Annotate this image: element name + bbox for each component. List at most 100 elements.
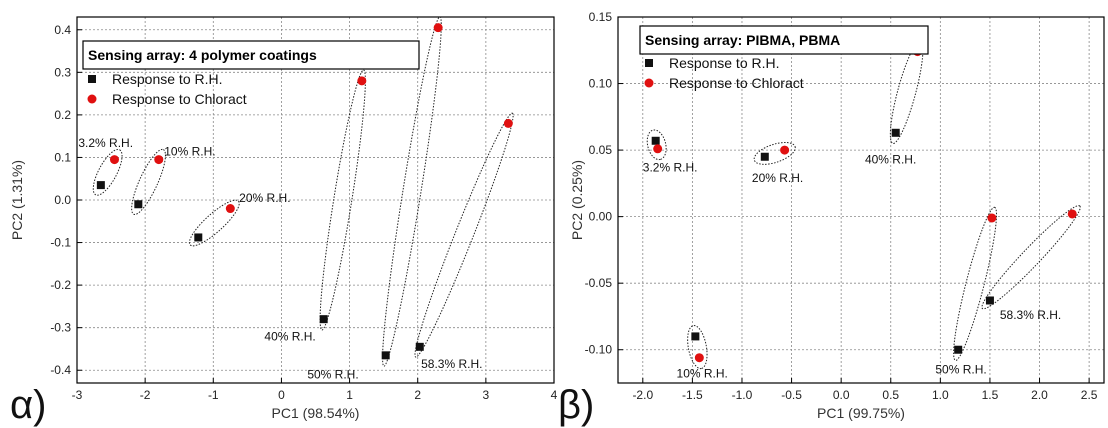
y-tick-label: 0.1 [54,150,71,164]
grid [618,17,1104,383]
cluster-label: 50% R.H. [307,368,358,382]
y-tick-label: 0.4 [54,23,71,37]
chart-title: Sensing array: PIBMA, PBMA [645,32,840,48]
data-point-chloract [357,76,367,86]
data-point-rh [381,351,390,360]
series-rh [651,128,994,354]
x-axis-label: PC1 (98.54%) [272,405,360,421]
series-rh [96,181,424,360]
y-tick-label: -0.4 [50,363,71,377]
x-tick-label: -2 [140,388,151,402]
y-axis-label: PC2 (0.25%) [569,160,585,240]
series-chloract [109,23,513,214]
cluster-ellipse [753,141,796,165]
y-tick-label: 0.2 [54,108,71,122]
y-tick-label: 0.05 [589,143,613,157]
y-axis-label: PC2 (1.31%) [9,160,25,240]
cluster-ellipse [188,199,240,247]
data-point-chloract [653,144,663,154]
cluster-label: 58.3% R.H. [1000,308,1061,322]
legend-marker-rh [88,75,96,83]
data-point-rh [319,315,328,324]
x-tick-label: -0.5 [781,388,802,402]
data-point-rh [194,233,203,242]
y-tick-label: -0.10 [585,343,613,357]
data-point-rh [760,152,769,161]
data-point-chloract [225,204,235,214]
cluster-label: 3.2% R.H. [78,136,133,150]
cluster-ellipse [646,129,667,161]
data-point-rh [891,128,900,137]
y-tick-label: -0.3 [50,321,71,335]
legend-entry: Response to R.H. [669,55,780,71]
data-point-chloract [780,145,790,155]
data-point-chloract [154,155,164,165]
x-tick-label: -3 [72,388,83,402]
data-point-chloract [1067,209,1077,219]
grid [77,17,554,383]
data-point-chloract [694,353,704,363]
cluster-ellipse [414,112,514,358]
x-tick-label: -2.0 [632,388,653,402]
y-tick-label: 0.10 [589,77,613,91]
panel-label: β) [558,383,594,427]
x-tick-label: 0.5 [882,388,899,402]
panel-label: α) [10,383,46,427]
data-point-rh [691,332,700,341]
cluster-label: 50% R.H. [935,363,986,377]
cluster-ellipse [382,17,442,367]
cluster-label: 10% R.H. [164,144,215,158]
plot-frame [617,16,1105,384]
x-tick-label: 0 [278,388,285,402]
x-tick-label: 2 [414,388,421,402]
plot-frame [76,16,555,384]
cluster-ellipse [92,148,123,196]
y-tick-label: 0.3 [54,65,71,79]
data-point-rh [415,342,424,351]
cluster-label: 58.3% R.H. [421,357,482,371]
data-point-rh [96,181,105,190]
x-tick-label: 0.0 [833,388,850,402]
legend-marker-rh [645,59,653,67]
cluster-label: 3.2% R.H. [643,160,698,174]
y-tick-label: 0.0 [54,193,71,207]
legend-marker-chloract [87,94,97,104]
x-tick-label: 4 [551,388,558,402]
x-axis-label: PC1 (99.75%) [817,405,905,421]
legend-entry: Response to Chloract [112,91,247,107]
data-point-chloract [503,118,513,128]
x-tick-label: -1.5 [682,388,703,402]
y-tick-label: 0.15 [589,10,613,24]
cluster-label: 20% R.H. [239,191,290,205]
x-tick-label: -1.0 [732,388,753,402]
x-tick-label: 2.5 [1081,388,1098,402]
data-point-chloract [987,213,997,223]
y-tick-label: -0.05 [585,276,613,290]
y-tick-label: -0.1 [50,236,71,250]
data-point-rh [651,136,660,145]
legend-entry: Response to R.H. [112,71,223,87]
chart-title-box [639,25,929,55]
cluster-label: 10% R.H. [677,367,728,381]
legend-marker-chloract [644,78,654,88]
x-tick-label: 1.5 [982,388,999,402]
x-tick-label: 3 [483,388,490,402]
cluster-label: 40% R.H. [865,152,916,166]
y-tick-label: 0.00 [589,210,613,224]
cluster-ellipse [981,205,1081,310]
x-tick-label: 2.0 [1031,388,1048,402]
data-point-chloract [433,23,443,33]
data-point-chloract [109,155,119,165]
chart-panel-1: -2.0 -1.5 -1.0 -0.5 0.0 0.5 1.0 1.5 2.0 2.5 -0.10 -… [558,10,1105,427]
chart-panel-0: -3 -2 -1 0 1 2 3 4 -0.4 -0.3 -0.2 -0.1 0.0 0.1 0.2 0.3 0… [9,16,558,427]
legend-entry: Response to Chloract [669,75,804,91]
cluster-label: 20% R.H. [752,171,803,185]
data-point-rh [985,296,994,305]
x-tick-label: -1 [208,388,219,402]
cluster-ellipse [687,325,708,370]
x-tick-label: 1 [346,388,353,402]
data-point-rh [954,345,963,354]
x-tick-label: 1.0 [932,388,949,402]
cluster-label: 40% R.H. [264,329,315,343]
